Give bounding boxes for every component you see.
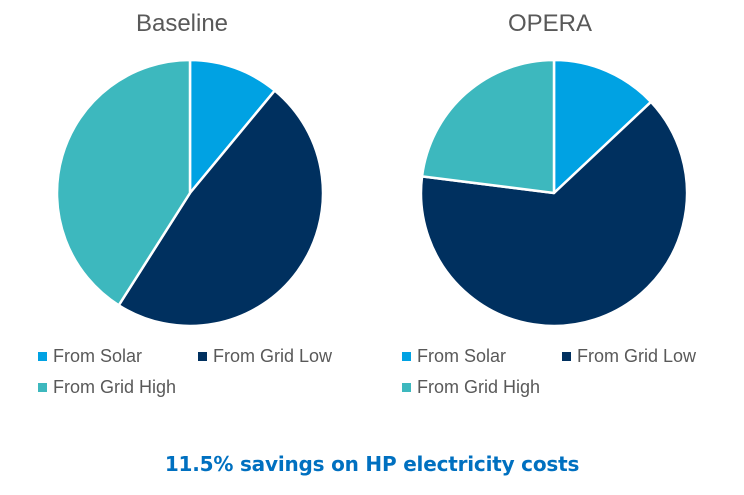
savings-caption: 11.5% savings on HP electricity costs	[164, 452, 580, 476]
legend-item-grid-high: From Grid High	[402, 377, 540, 398]
legend-swatch-icon	[562, 352, 571, 361]
legend-swatch-icon	[402, 352, 411, 361]
legend-item-grid-high: From Grid High	[38, 377, 176, 398]
pie-slice-from-solar	[188, 58, 277, 195]
pie-slice-from-grid-high	[420, 58, 556, 195]
baseline-chart: Baseline From Solar From Grid Low From G…	[0, 0, 372, 420]
legend-label: From Grid High	[53, 377, 177, 397]
chart-title: Baseline	[135, 10, 229, 37]
opera-chart: OPERA From Solar From Grid Low From Grid…	[364, 0, 736, 420]
opera-pie	[419, 58, 689, 328]
legend-swatch-icon	[38, 352, 47, 361]
pie-slice-from-grid-low	[117, 89, 325, 328]
legend-label: From Solar	[53, 346, 143, 366]
legend-swatch-icon	[198, 352, 207, 361]
legend-label: From Grid Low	[577, 346, 697, 366]
legend-item-grid-low: From Grid Low	[562, 346, 696, 367]
legend-label: From Grid Low	[213, 346, 333, 366]
chart-title: OPERA	[507, 10, 593, 37]
legend-item-solar: From Solar	[402, 346, 506, 367]
baseline-pie	[55, 58, 325, 328]
pie-slice-from-grid-high	[55, 58, 192, 307]
legend-label: From Solar	[417, 346, 507, 366]
legend-item-grid-low: From Grid Low	[198, 346, 332, 367]
legend-swatch-icon	[38, 383, 47, 392]
legend-swatch-icon	[402, 383, 411, 392]
legend-label: From Grid High	[417, 377, 541, 397]
pie-slice-from-solar	[552, 58, 653, 195]
pie-slice-from-grid-low	[419, 100, 689, 328]
legend-item-solar: From Solar	[38, 346, 142, 367]
